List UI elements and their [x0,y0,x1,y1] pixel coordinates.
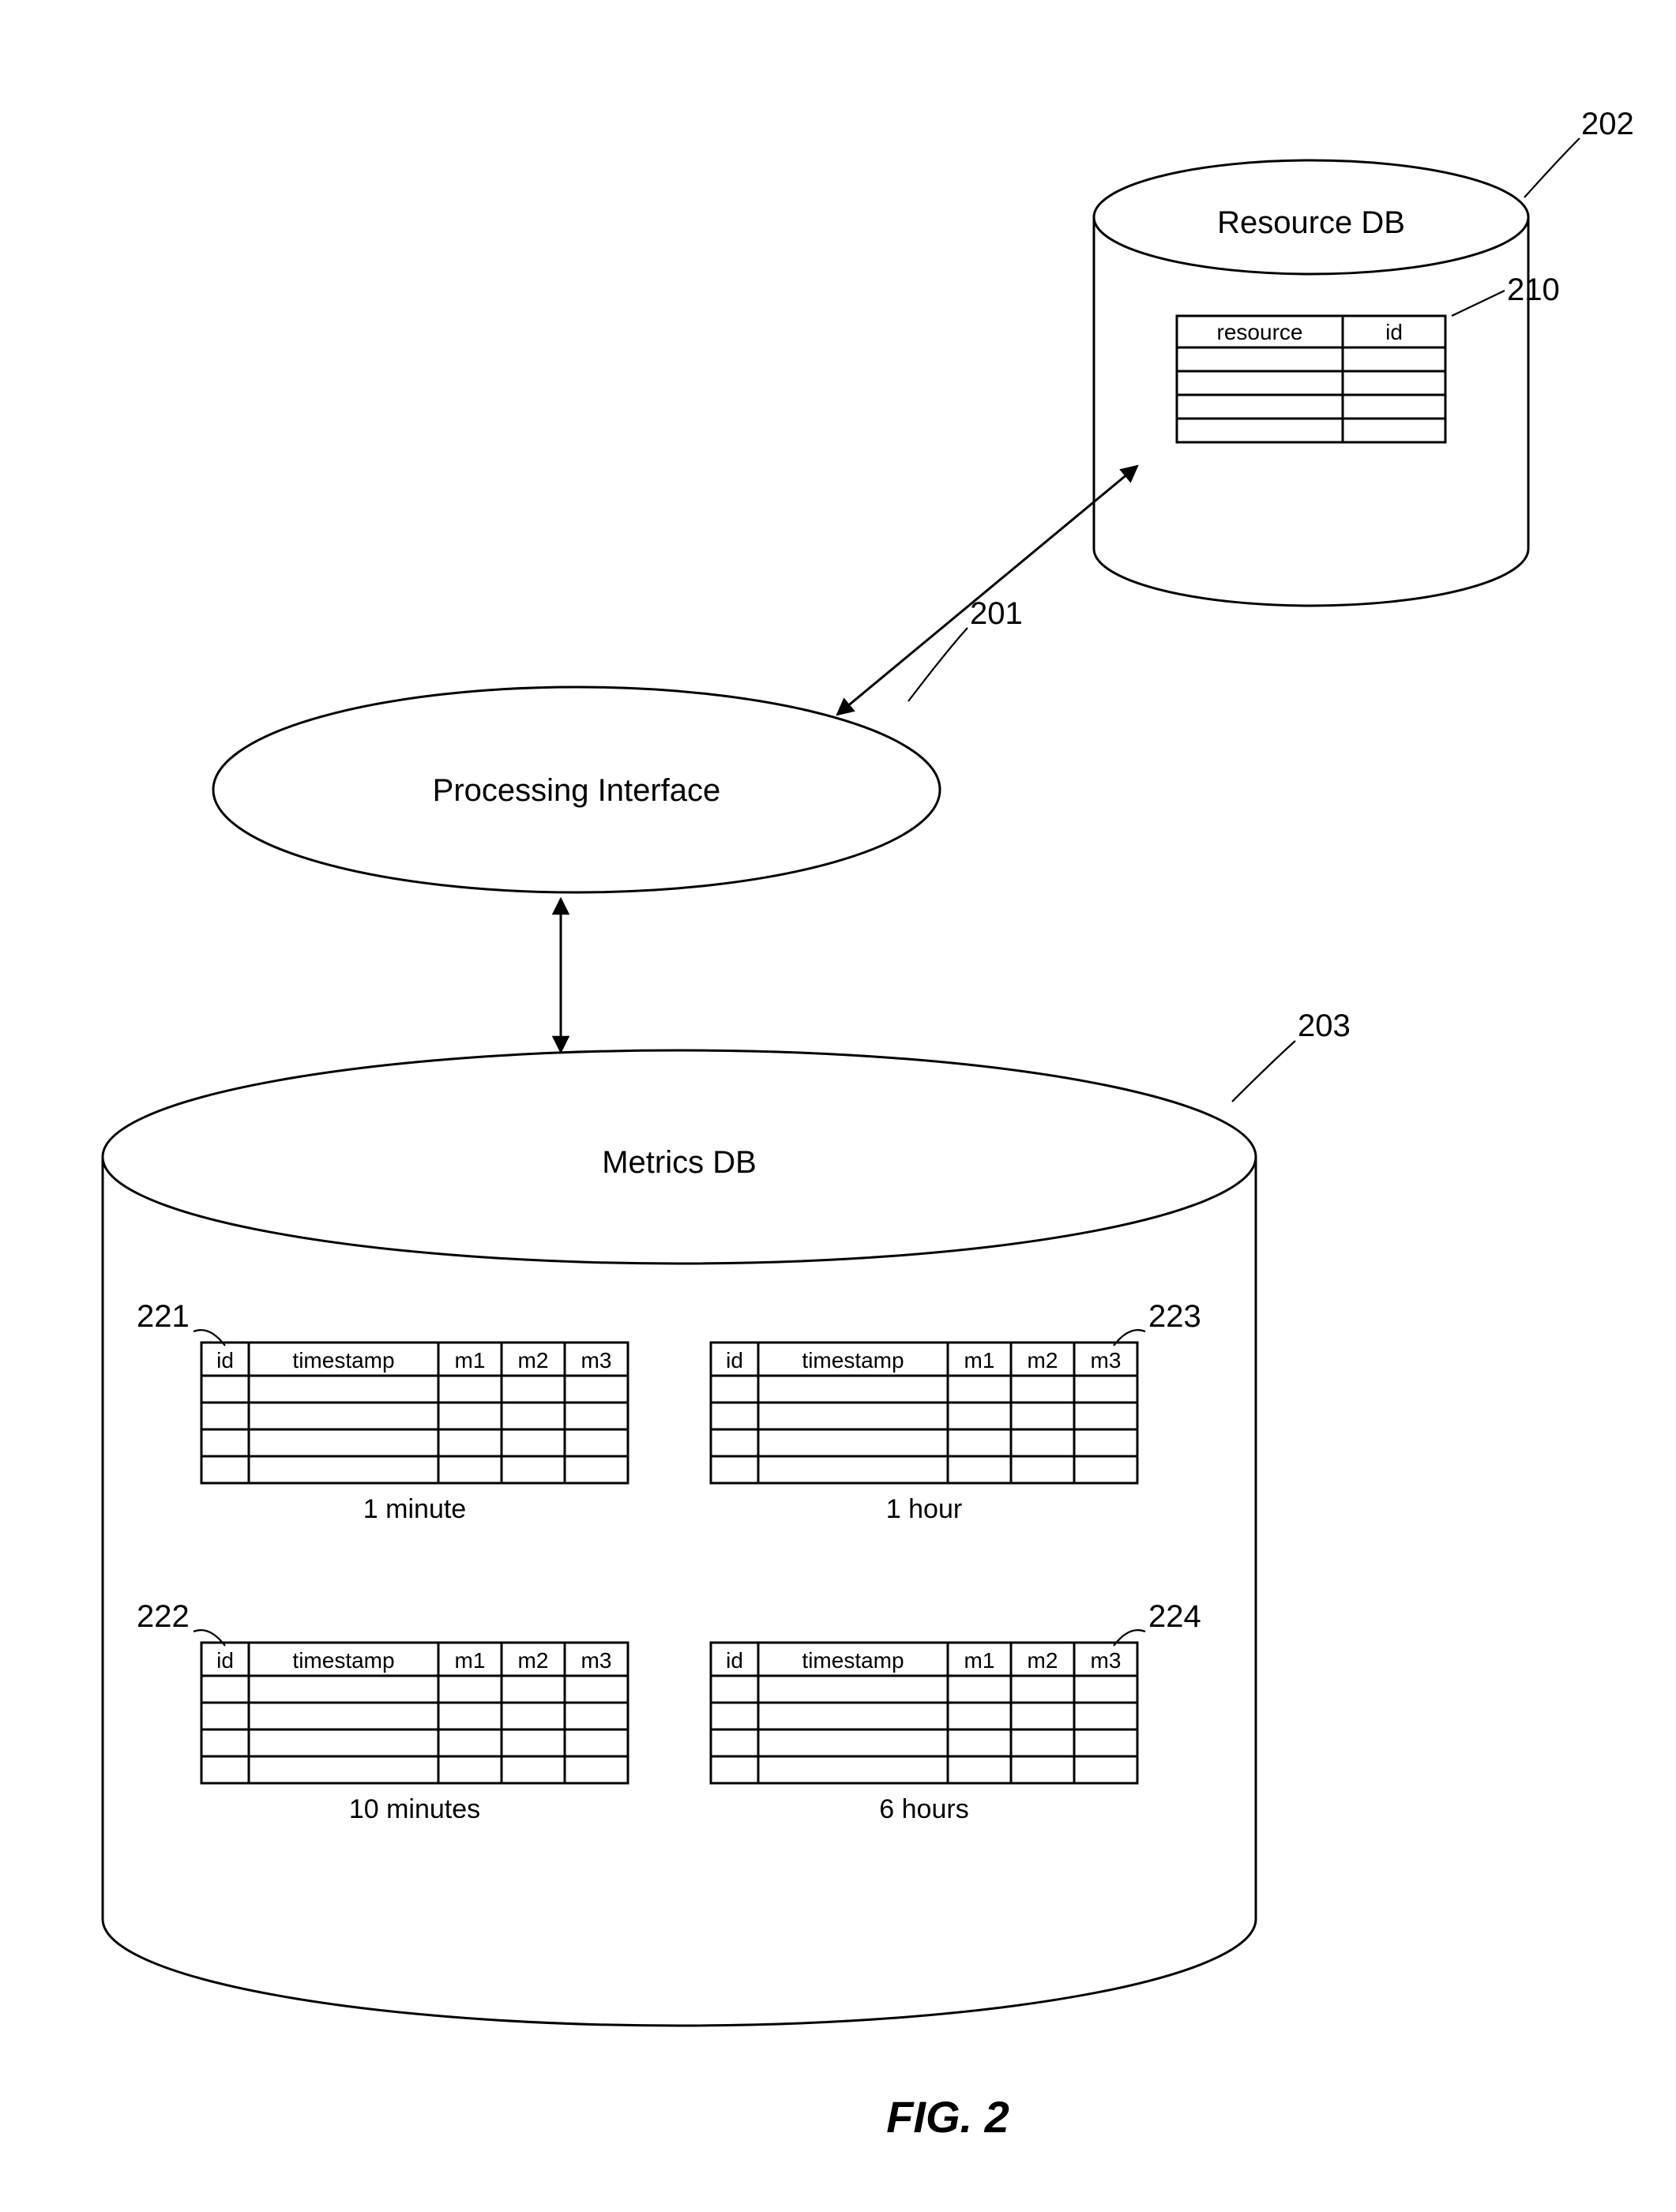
table-col-id: id [726,1348,743,1373]
table-col-timestamp: timestamp [292,1348,394,1373]
metrics-table-10min: id timestamp m1 m2 m3 10 minutes 222 [137,1599,628,1824]
metrics-db: Metrics DB 203 id timestamp m1 m2 m3 1 minute… [103,1008,1351,2026]
metrics-db-label: Metrics DB [602,1145,757,1180]
metrics-table-6hr: id timestamp m1 m2 m3 6 hours 224 [711,1599,1201,1824]
metrics-table-1min: id timestamp m1 m2 m3 1 minute 221 [137,1299,628,1524]
table-col-m3: m3 [581,1348,612,1373]
table-col-m3: m3 [581,1648,612,1673]
table-col-timestamp: timestamp [802,1648,904,1673]
table-caption: 10 minutes [349,1794,480,1824]
table-ref: 222 [137,1599,190,1634]
resource-db: Resource DB 202 resource id 210 [1094,107,1634,606]
table-caption: 1 hour [886,1494,962,1524]
table-col-m1: m1 [455,1348,486,1373]
table-ref: 221 [137,1299,190,1334]
table-col-m2: m2 [518,1648,549,1673]
table-col-id: id [726,1648,743,1673]
table-ref: 223 [1148,1299,1201,1334]
processing-interface-ref: 201 [970,596,1023,631]
table-col-m1: m1 [964,1348,995,1373]
table-col-m2: m2 [518,1348,549,1373]
metrics-table-1hr: id timestamp m1 m2 m3 1 hour 223 [711,1299,1201,1524]
resource-db-label: Resource DB [1217,205,1405,240]
resource-db-table: resource id [1177,316,1445,442]
table-col-m2: m2 [1028,1348,1058,1373]
table-ref: 224 [1148,1599,1201,1634]
connector-interface-resource [837,466,1137,715]
processing-interface-label: Processing Interface [433,773,721,808]
table-col-timestamp: timestamp [292,1648,394,1673]
processing-interface: Processing Interface 201 [213,596,1023,892]
table-col-m3: m3 [1091,1348,1122,1373]
table-col-resource: resource [1217,320,1303,344]
table-col-m1: m1 [455,1648,486,1673]
table-col-timestamp: timestamp [802,1348,904,1373]
table-col-id: id [1385,320,1403,344]
table-col-m1: m1 [964,1648,995,1673]
table-col-id: id [216,1348,234,1373]
table-col-id: id [216,1648,234,1673]
resource-db-ref: 202 [1581,107,1634,141]
figure-label: FIG. 2 [886,2092,1009,2142]
table-col-m3: m3 [1091,1648,1122,1673]
table-caption: 1 minute [363,1494,466,1524]
table-caption: 6 hours [879,1794,968,1824]
metrics-db-ref: 203 [1298,1008,1351,1043]
resource-db-table-ref: 210 [1507,272,1560,307]
table-col-m2: m2 [1028,1648,1058,1673]
